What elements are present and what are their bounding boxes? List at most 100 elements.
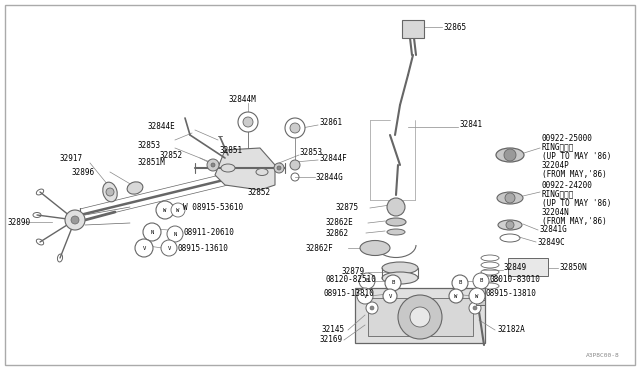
- Text: 32204N: 32204N: [542, 208, 570, 217]
- Text: 32849: 32849: [504, 263, 527, 273]
- Ellipse shape: [496, 148, 524, 162]
- Circle shape: [473, 306, 477, 310]
- Ellipse shape: [387, 229, 405, 235]
- Text: 32844G: 32844G: [316, 173, 344, 182]
- Text: B: B: [479, 279, 483, 283]
- Circle shape: [143, 223, 161, 241]
- Circle shape: [469, 288, 485, 304]
- Text: 32844E: 32844E: [148, 122, 176, 131]
- Text: B: B: [458, 280, 461, 285]
- Text: 32849C: 32849C: [538, 237, 566, 247]
- Circle shape: [290, 160, 300, 170]
- Text: B: B: [365, 279, 369, 283]
- Circle shape: [106, 188, 114, 196]
- Circle shape: [243, 117, 253, 127]
- Text: W: W: [476, 294, 479, 298]
- Circle shape: [473, 273, 489, 289]
- Text: 08911-20610: 08911-20610: [184, 228, 235, 237]
- Text: 32862: 32862: [325, 228, 348, 237]
- Text: 32852: 32852: [248, 187, 271, 196]
- Circle shape: [469, 302, 481, 314]
- Text: 32851: 32851: [220, 145, 243, 154]
- Circle shape: [161, 240, 177, 256]
- Circle shape: [285, 118, 305, 138]
- Text: 32853: 32853: [300, 148, 323, 157]
- Text: 08915-13610: 08915-13610: [178, 244, 229, 253]
- Text: (UP TO MAY '86): (UP TO MAY '86): [542, 199, 611, 208]
- Circle shape: [398, 295, 442, 339]
- Text: (FROM MAY,'86): (FROM MAY,'86): [542, 170, 607, 179]
- Bar: [402, 20, 424, 38]
- Ellipse shape: [221, 164, 235, 172]
- Text: 32844F: 32844F: [319, 154, 347, 163]
- Ellipse shape: [386, 218, 406, 226]
- Text: 32861: 32861: [319, 118, 342, 126]
- Circle shape: [359, 273, 375, 289]
- Ellipse shape: [382, 262, 418, 274]
- Text: 32852: 32852: [160, 151, 183, 160]
- Text: N: N: [150, 230, 154, 234]
- Circle shape: [167, 226, 183, 242]
- Text: B: B: [392, 280, 395, 285]
- Text: 32182A: 32182A: [497, 326, 525, 334]
- Text: 32862F: 32862F: [305, 244, 333, 253]
- Text: 08915-13810: 08915-13810: [486, 289, 537, 298]
- Text: 32862E: 32862E: [325, 218, 353, 227]
- Circle shape: [366, 302, 378, 314]
- Circle shape: [171, 203, 185, 217]
- Text: 32865: 32865: [444, 22, 467, 32]
- Text: 08120-82510: 08120-82510: [325, 275, 376, 283]
- Ellipse shape: [256, 169, 268, 176]
- Text: 00922-24200: 00922-24200: [542, 180, 593, 189]
- Circle shape: [410, 307, 430, 327]
- Text: A3P8C00-8: A3P8C00-8: [586, 353, 620, 358]
- Text: W: W: [163, 208, 166, 212]
- Text: 32841: 32841: [460, 119, 483, 128]
- Circle shape: [207, 159, 219, 171]
- Text: W 08915-53610: W 08915-53610: [183, 202, 243, 212]
- Text: 32853: 32853: [138, 141, 161, 150]
- Ellipse shape: [103, 182, 117, 202]
- Text: 32896: 32896: [72, 167, 95, 176]
- Text: 00922-25000: 00922-25000: [542, 134, 593, 142]
- Text: (UP TO MAY '86): (UP TO MAY '86): [542, 151, 611, 160]
- Ellipse shape: [497, 192, 523, 204]
- Circle shape: [65, 210, 85, 230]
- Circle shape: [274, 163, 284, 173]
- Text: 32879: 32879: [342, 266, 365, 276]
- Bar: [476, 300, 485, 305]
- Circle shape: [277, 166, 281, 170]
- Circle shape: [383, 289, 397, 303]
- Bar: [368, 298, 473, 336]
- Text: RINGリング: RINGリング: [542, 142, 574, 151]
- Text: RINGリング: RINGリング: [542, 189, 574, 199]
- Circle shape: [506, 221, 514, 229]
- Text: 32875: 32875: [335, 202, 358, 212]
- Text: 32850N: 32850N: [560, 263, 588, 272]
- Text: 32890: 32890: [8, 218, 31, 227]
- Circle shape: [452, 275, 468, 291]
- Circle shape: [385, 275, 401, 291]
- Ellipse shape: [498, 220, 522, 230]
- Circle shape: [357, 288, 373, 304]
- Text: V: V: [168, 246, 171, 250]
- Circle shape: [238, 112, 258, 132]
- Ellipse shape: [382, 272, 418, 284]
- Text: W: W: [177, 208, 180, 212]
- Text: 32851M: 32851M: [138, 157, 166, 167]
- Circle shape: [387, 198, 405, 216]
- Bar: [508, 258, 548, 276]
- Text: 32204P: 32204P: [542, 160, 570, 170]
- Polygon shape: [215, 148, 275, 190]
- Circle shape: [370, 306, 374, 310]
- Text: 32145: 32145: [322, 326, 345, 334]
- Ellipse shape: [127, 182, 143, 194]
- Text: V: V: [388, 294, 392, 298]
- Text: 32844M: 32844M: [228, 94, 256, 103]
- Circle shape: [290, 123, 300, 133]
- Text: 32169: 32169: [320, 336, 343, 344]
- Text: 32917: 32917: [60, 154, 83, 163]
- Text: V: V: [364, 294, 367, 298]
- Circle shape: [449, 289, 463, 303]
- Ellipse shape: [360, 241, 390, 256]
